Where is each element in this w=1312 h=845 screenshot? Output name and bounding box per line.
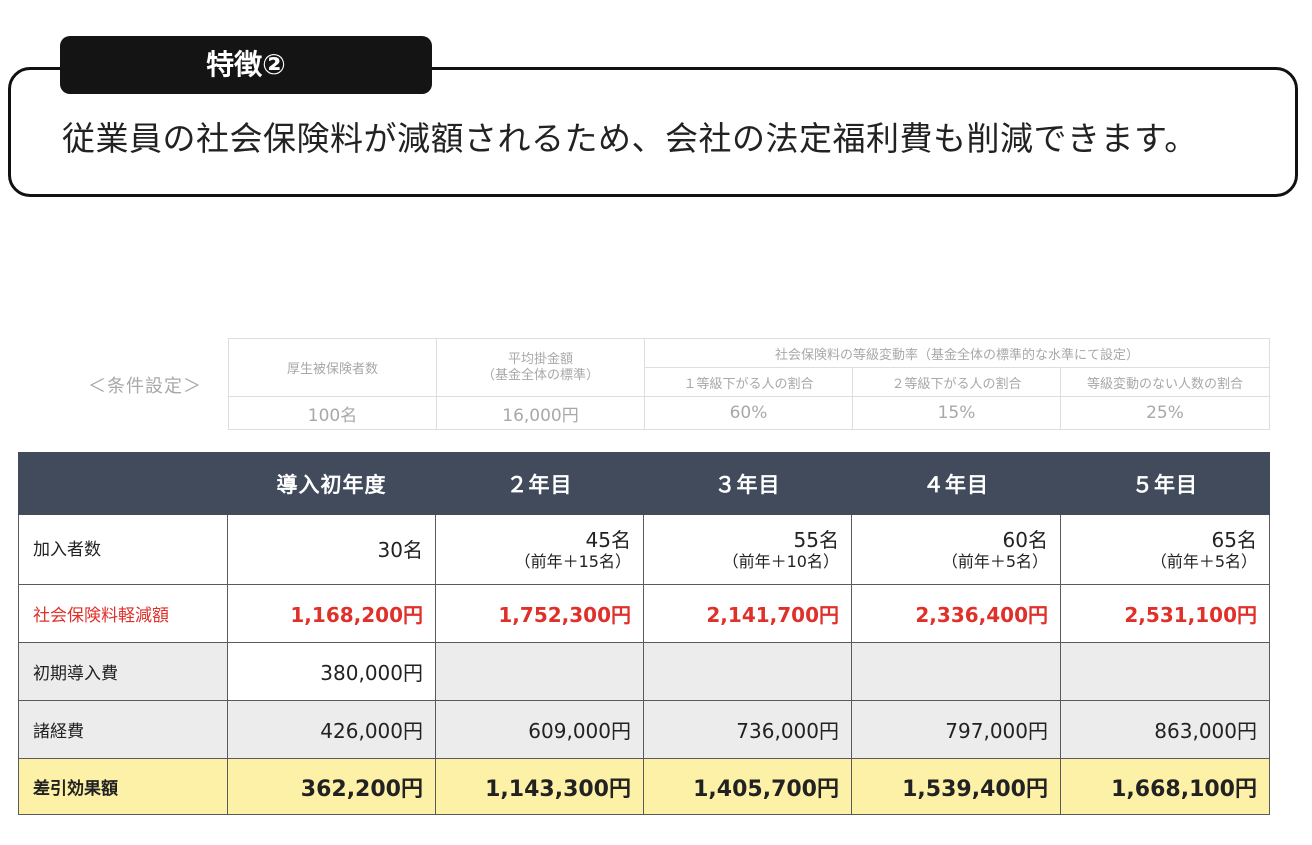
table-header-row: 導入初年度 ２年目 ３年目 ４年目 ５年目 bbox=[18, 452, 1270, 515]
conditions-table: 厚生被保険者数 平均掛金額 （基金全体の標準） 社会保険料の等級変動率（基金全体… bbox=[228, 338, 1270, 430]
cond-value-rate3: 25% bbox=[1060, 396, 1270, 430]
conditions-label: ＜条件設定＞ bbox=[88, 376, 202, 397]
initial-cost-value-2 bbox=[435, 642, 644, 701]
reduction-value-1: 1,168,200円 bbox=[227, 584, 436, 643]
header-year-3: ３年目 bbox=[643, 452, 852, 515]
members-sub-5: （前年＋5名） bbox=[1150, 551, 1257, 571]
feature-text: 従業員の社会保険料が減額されるため、会社の法定福利費も削減できます。 bbox=[62, 119, 1198, 158]
members-cell-3: 55名 （前年＋10名） bbox=[643, 514, 852, 585]
initial-cost-value-1: 380,000円 bbox=[227, 642, 436, 701]
effect-value-2: 1,143,300円 bbox=[435, 758, 644, 815]
header-cell-empty bbox=[18, 452, 228, 515]
reduction-value-5: 2,531,100円 bbox=[1060, 584, 1270, 643]
effect-table: 導入初年度 ２年目 ３年目 ４年目 ５年目 加入者数 30名 45名 （前年＋1… bbox=[18, 452, 1270, 815]
members-cell-1: 30名 bbox=[227, 514, 436, 585]
cond-header-rate1: １等級下がる人の割合 bbox=[644, 367, 853, 397]
header-year-4: ４年目 bbox=[851, 452, 1061, 515]
expenses-value-2: 609,000円 bbox=[435, 700, 644, 759]
initial-cost-value-3 bbox=[643, 642, 852, 701]
cond-value-rate1: 60% bbox=[644, 396, 853, 430]
expenses-value-5: 863,000円 bbox=[1060, 700, 1270, 759]
table-row-expenses: 諸経費 426,000円 609,000円 736,000円 797,000円 … bbox=[18, 700, 1270, 759]
cond-header-avg: 平均掛金額 （基金全体の標準） bbox=[436, 338, 645, 397]
cond-value-rate2: 15% bbox=[852, 396, 1061, 430]
initial-cost-value-4 bbox=[851, 642, 1061, 701]
members-value-4: 60名 bbox=[1002, 527, 1048, 552]
reduction-label: 社会保険料軽減額 bbox=[18, 584, 228, 643]
reduction-value-4: 2,336,400円 bbox=[851, 584, 1061, 643]
expenses-value-4: 797,000円 bbox=[851, 700, 1061, 759]
cond-header-avg-line1: 平均掛金額 bbox=[507, 351, 573, 367]
members-value-2: 45名 bbox=[585, 527, 631, 552]
effect-value-1: 362,200円 bbox=[227, 758, 436, 815]
cond-header-rate2: ２等級下がる人の割合 bbox=[852, 367, 1061, 397]
expenses-value-3: 736,000円 bbox=[643, 700, 852, 759]
effect-value-3: 1,405,700円 bbox=[643, 758, 852, 815]
cond-header-rate-group: 社会保険料の等級変動率（基金全体の標準的な水準にて設定） bbox=[644, 338, 1270, 368]
expenses-label: 諸経費 bbox=[18, 700, 228, 759]
members-cell-5: 65名 （前年＋5名） bbox=[1060, 514, 1270, 585]
feature-tab: 特徴② bbox=[60, 36, 432, 94]
header-year-2: ２年目 bbox=[435, 452, 644, 515]
cond-value-insured: 100名 bbox=[228, 396, 437, 430]
initial-cost-label: 初期導入費 bbox=[18, 642, 228, 701]
reduction-value-3: 2,141,700円 bbox=[643, 584, 852, 643]
initial-cost-value-5 bbox=[1060, 642, 1270, 701]
table-row-initial-cost: 初期導入費 380,000円 bbox=[18, 642, 1270, 701]
header-year-1: 導入初年度 bbox=[227, 452, 436, 515]
effect-value-4: 1,539,400円 bbox=[851, 758, 1061, 815]
table-row-reduction: 社会保険料軽減額 1,168,200円 1,752,300円 2,141,700… bbox=[18, 584, 1270, 643]
members-sub-3: （前年＋10名） bbox=[722, 551, 839, 571]
expenses-value-1: 426,000円 bbox=[227, 700, 436, 759]
cond-header-rate3: 等級変動のない人数の割合 bbox=[1060, 367, 1270, 397]
members-value-1: 30名 bbox=[377, 537, 423, 562]
members-sub-4: （前年＋5名） bbox=[941, 551, 1048, 571]
table-row-effect: 差引効果額 362,200円 1,143,300円 1,405,700円 1,5… bbox=[18, 758, 1270, 815]
feature-tab-label: 特徴② bbox=[206, 48, 286, 81]
members-value-5: 65名 bbox=[1211, 527, 1257, 552]
members-cell-2: 45名 （前年＋15名） bbox=[435, 514, 644, 585]
members-sub-2: （前年＋15名） bbox=[514, 551, 631, 571]
effect-value-5: 1,668,100円 bbox=[1060, 758, 1270, 815]
table-row-members: 加入者数 30名 45名 （前年＋15名） 55名 （前年＋10名） 60名 （… bbox=[18, 514, 1270, 585]
feature-box bbox=[8, 67, 1298, 197]
header-year-5: ５年目 bbox=[1060, 452, 1270, 515]
cond-value-avg: 16,000円 bbox=[436, 396, 645, 430]
cond-header-insured: 厚生被保険者数 bbox=[228, 338, 437, 397]
reduction-value-2: 1,752,300円 bbox=[435, 584, 644, 643]
members-label: 加入者数 bbox=[18, 514, 228, 585]
members-value-3: 55名 bbox=[793, 527, 839, 552]
cond-header-avg-line2: （基金全体の標準） bbox=[481, 367, 599, 383]
members-cell-4: 60名 （前年＋5名） bbox=[851, 514, 1061, 585]
effect-label: 差引効果額 bbox=[18, 758, 228, 815]
